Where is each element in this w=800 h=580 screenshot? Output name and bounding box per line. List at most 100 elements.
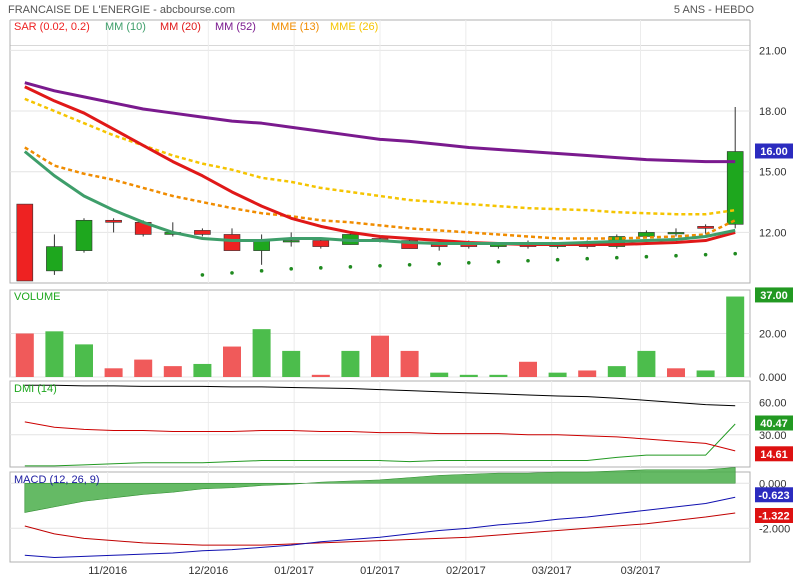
volume-bar	[400, 350, 419, 377]
volume-bar	[252, 329, 271, 377]
macd-line	[24, 496, 736, 558]
dmi-diminus-last-value: 14.61	[760, 449, 788, 461]
volume-last-value: 37.00	[760, 290, 788, 302]
volume-bar	[15, 333, 34, 377]
volume-bar	[75, 344, 93, 377]
price-last-value-badge	[755, 143, 793, 159]
sar-point	[437, 261, 442, 266]
volume-bar	[548, 372, 567, 377]
sar-point	[585, 256, 589, 261]
period-label[interactable]: 5 ANS - HEBDO	[673, 4, 754, 16]
volume-title: VOLUME	[14, 291, 60, 303]
sar-point	[200, 273, 205, 277]
macd-last-value: -0.623	[758, 490, 789, 502]
sar-point	[348, 265, 353, 269]
candle	[194, 230, 211, 235]
candle	[223, 234, 241, 251]
volume-bar	[578, 370, 597, 377]
sar-point	[467, 260, 471, 265]
volume-bar	[341, 350, 360, 377]
sar-point	[230, 271, 234, 275]
candle	[697, 226, 714, 229]
sar-point	[319, 266, 323, 270]
mme13-line	[24, 146, 736, 240]
candle	[638, 232, 655, 237]
sar-point	[555, 257, 560, 262]
dmi-title: DMI (14)	[14, 383, 57, 395]
legend-entry: MME (26)	[330, 21, 378, 33]
volume-bar	[163, 366, 182, 377]
candle	[16, 203, 34, 282]
mm10-line	[23, 150, 736, 246]
volume-bar	[489, 374, 508, 377]
macd-signal-line	[24, 512, 736, 546]
candle	[105, 219, 122, 223]
price-y-tick-label: 18.00	[759, 106, 787, 118]
sar-point	[703, 252, 708, 257]
volume-bar	[311, 374, 330, 377]
macd-signal-last-value: -1.322	[758, 510, 789, 522]
volume-last-value-badge	[755, 287, 793, 303]
candle	[46, 246, 63, 272]
sar-point	[674, 253, 678, 258]
volume-bar	[104, 368, 123, 377]
x-axis-label: 01/2017	[360, 565, 400, 577]
volume-bar	[193, 363, 212, 377]
sar-point	[259, 269, 264, 273]
dmi-diminus-last-value-badge	[755, 446, 793, 462]
volume-bar	[45, 331, 64, 377]
legend-entry: MM (10)	[105, 21, 146, 33]
volume-bar	[519, 361, 537, 377]
volume-bar	[726, 296, 745, 377]
candle	[282, 240, 300, 243]
chart-title: FRANCAISE DE L'ENERGIE - abcbourse.com	[8, 4, 236, 16]
volume-bar	[696, 370, 715, 377]
dmi-adx-line	[24, 384, 736, 407]
macd-title: MACD (12, 26, 9)	[14, 474, 100, 486]
volume-bar	[223, 346, 241, 377]
volume-bar	[282, 350, 301, 377]
dmi-diplus-line	[24, 423, 736, 467]
legend-entry: MME (13)	[271, 21, 319, 33]
volume-bar	[371, 335, 389, 377]
candle	[401, 240, 418, 249]
candle	[253, 240, 270, 251]
macd-y-tick-label: 0.000	[759, 478, 787, 490]
candle	[312, 240, 330, 247]
x-axis-label: 02/2017	[446, 565, 486, 577]
sar-point	[289, 267, 294, 271]
price-y-tick-label: 21.00	[759, 45, 787, 57]
legend-entry: MM (20)	[160, 21, 201, 33]
volume-bar	[667, 368, 685, 377]
sar-point	[733, 251, 737, 256]
dmi-y-tick-label: 30.00	[759, 430, 787, 442]
mm20-line	[24, 85, 736, 247]
volume-y-tick-label: 0.000	[759, 372, 787, 384]
legend-entry: SAR (0.02, 0.2)	[14, 21, 90, 33]
candle	[726, 151, 744, 225]
dmi-diminus-line	[24, 421, 736, 452]
macd-signal-last-value-badge	[755, 507, 793, 523]
sar-point	[644, 254, 649, 259]
macd-last-value-badge	[755, 487, 793, 503]
dmi-diplus-last-value: 40.47	[760, 418, 788, 430]
volume-bar	[134, 359, 153, 377]
volume-bar	[459, 374, 478, 377]
dmi-diplus-last-value-badge	[755, 415, 793, 431]
volume-y-tick-label: 20.00	[759, 329, 787, 341]
price-y-tick-label: 12.00	[759, 227, 787, 239]
sar-point	[378, 264, 382, 268]
price-y-tick-label: 15.00	[759, 167, 787, 179]
x-axis-label: 11/2016	[88, 565, 127, 577]
volume-bar	[430, 372, 449, 377]
sar-point	[407, 262, 412, 267]
macd-histogram-area	[24, 467, 736, 513]
volume-bar	[607, 366, 626, 377]
sar-point	[526, 258, 530, 263]
mm52-line	[24, 81, 736, 164]
x-axis-label: 03/2017	[621, 565, 661, 577]
x-axis-label: 03/2017	[532, 565, 572, 577]
price-last-value: 16.00	[760, 146, 788, 158]
sar-point	[615, 255, 619, 260]
